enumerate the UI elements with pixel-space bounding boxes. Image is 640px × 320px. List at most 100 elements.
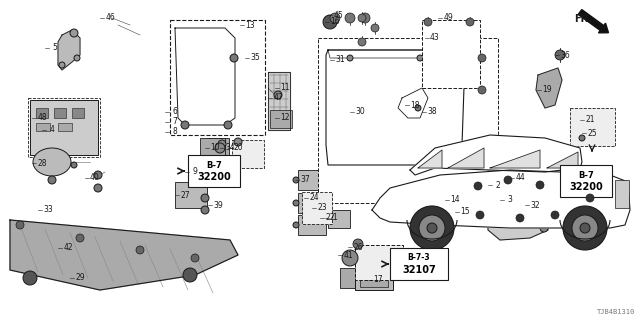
Text: 19: 19 [542, 85, 552, 94]
Circle shape [201, 194, 209, 202]
Circle shape [572, 215, 598, 241]
FancyArrow shape [578, 10, 609, 33]
Bar [340, 268, 362, 288]
Circle shape [474, 182, 482, 190]
Bar [175, 182, 207, 208]
Circle shape [488, 164, 496, 172]
Polygon shape [488, 145, 548, 240]
Polygon shape [10, 220, 238, 290]
Text: 18: 18 [410, 100, 420, 109]
Text: 1: 1 [333, 213, 337, 222]
Text: FR.: FR. [574, 14, 592, 24]
Circle shape [345, 13, 355, 23]
Text: 32: 32 [530, 201, 540, 210]
Circle shape [579, 135, 585, 141]
Text: 42: 42 [63, 244, 73, 252]
Text: 24: 24 [309, 194, 319, 203]
Text: 15: 15 [460, 207, 470, 217]
Circle shape [586, 194, 594, 202]
Text: 11: 11 [280, 84, 290, 92]
Circle shape [234, 138, 242, 146]
Circle shape [563, 206, 607, 250]
Polygon shape [490, 150, 540, 168]
Polygon shape [372, 170, 630, 228]
Text: 28: 28 [37, 158, 47, 167]
Bar [207, 138, 229, 156]
Text: 26: 26 [353, 243, 363, 252]
Bar [328, 210, 350, 228]
Polygon shape [536, 68, 562, 108]
Circle shape [424, 18, 432, 26]
Polygon shape [175, 28, 235, 125]
Text: 46: 46 [105, 13, 115, 22]
Bar [36, 123, 50, 131]
Bar [390, 248, 448, 280]
Polygon shape [418, 150, 442, 168]
Circle shape [540, 224, 548, 232]
Circle shape [358, 38, 366, 46]
Bar [210, 70, 222, 80]
Polygon shape [410, 135, 582, 175]
Text: 30: 30 [355, 108, 365, 116]
Circle shape [478, 54, 486, 62]
Bar [270, 110, 292, 128]
Bar [615, 180, 629, 208]
Bar [335, 140, 365, 158]
Circle shape [293, 222, 299, 228]
Circle shape [358, 14, 366, 22]
Bar [570, 108, 615, 146]
Text: 16: 16 [330, 18, 340, 27]
Text: 32200: 32200 [569, 182, 603, 192]
Circle shape [16, 221, 24, 229]
Circle shape [76, 234, 84, 242]
Bar [236, 144, 260, 164]
Bar [318, 38, 498, 203]
Bar [355, 260, 393, 290]
Circle shape [371, 24, 379, 32]
Circle shape [181, 121, 189, 129]
Text: 23: 23 [317, 204, 327, 212]
Circle shape [230, 54, 238, 62]
Bar [30, 100, 98, 155]
Text: 34: 34 [225, 143, 235, 153]
Circle shape [330, 13, 340, 23]
Circle shape [466, 18, 474, 26]
Text: B-7-3: B-7-3 [408, 253, 430, 262]
Bar [298, 215, 326, 235]
Bar [306, 196, 328, 208]
Bar [422, 20, 480, 88]
Bar [576, 128, 588, 138]
Bar [510, 195, 530, 213]
Circle shape [201, 206, 209, 214]
Text: 20: 20 [233, 143, 243, 153]
Circle shape [551, 211, 559, 219]
Circle shape [580, 223, 590, 233]
Bar [170, 20, 265, 135]
Circle shape [218, 140, 226, 148]
Polygon shape [326, 50, 465, 165]
Bar [298, 193, 326, 213]
Text: 32107: 32107 [402, 265, 436, 275]
Circle shape [215, 143, 225, 153]
Text: 8: 8 [173, 127, 177, 137]
Text: 6: 6 [173, 108, 177, 116]
Circle shape [410, 206, 454, 250]
Circle shape [417, 55, 423, 61]
Circle shape [478, 86, 486, 94]
Bar [432, 32, 470, 72]
Circle shape [47, 162, 53, 168]
Text: 14: 14 [450, 196, 460, 204]
Text: 33: 33 [43, 205, 53, 214]
Bar [575, 113, 589, 125]
Circle shape [71, 162, 77, 168]
Text: 22: 22 [325, 213, 335, 222]
Bar [306, 210, 328, 220]
Circle shape [224, 121, 232, 129]
Bar [355, 245, 403, 280]
Circle shape [191, 254, 199, 262]
Text: 40: 40 [90, 173, 100, 182]
Text: 7: 7 [173, 117, 177, 126]
Polygon shape [448, 148, 484, 168]
Text: 36: 36 [560, 51, 570, 60]
Circle shape [293, 177, 299, 183]
